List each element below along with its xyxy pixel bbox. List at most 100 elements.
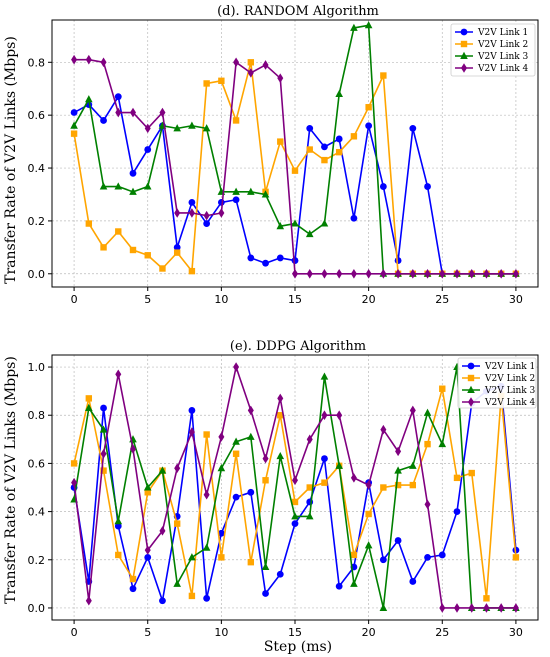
- data-point: [395, 446, 402, 457]
- data-point: [394, 466, 402, 474]
- data-point: [364, 541, 373, 549]
- data-point: [188, 407, 196, 414]
- data-point: [321, 455, 328, 462]
- data-point: [70, 109, 78, 116]
- x-tick-label: 10: [214, 293, 228, 306]
- data-point: [498, 603, 505, 613]
- legend-marker: [468, 397, 474, 407]
- data-point: [512, 268, 519, 279]
- data-point: [232, 196, 240, 204]
- y-tick-label: 0.4: [28, 506, 46, 519]
- data-point: [291, 257, 299, 264]
- data-point: [483, 268, 490, 279]
- data-point: [277, 393, 284, 404]
- data-point: [247, 488, 255, 496]
- data-point: [394, 481, 402, 489]
- data-point: [380, 424, 387, 435]
- data-point: [188, 427, 195, 437]
- data-point: [158, 466, 167, 474]
- data-point: [188, 592, 196, 600]
- data-point: [321, 410, 328, 421]
- data-point: [70, 460, 78, 467]
- data-point: [364, 21, 373, 29]
- data-point: [217, 464, 226, 472]
- data-point: [262, 259, 269, 267]
- data-point: [173, 520, 181, 527]
- data-point: [188, 553, 196, 561]
- data-point: [453, 508, 461, 515]
- data-point: [336, 268, 343, 279]
- data-point: [291, 167, 299, 174]
- plot-area: 0 5 10 15 20 25 30 0.0 0.2 0.4 0.6 0.8 1.0 V2V Link 1…: [28, 354, 539, 639]
- data-point: [409, 124, 417, 132]
- data-point: [438, 439, 447, 448]
- data-point: [468, 603, 475, 613]
- data-point: [232, 450, 240, 457]
- legend-marker: [467, 362, 475, 370]
- data-point: [202, 543, 211, 551]
- data-point: [365, 122, 373, 130]
- data-point: [100, 117, 107, 124]
- data-point: [276, 254, 284, 262]
- data-point: [276, 570, 284, 578]
- x-tick-label: 25: [435, 626, 449, 639]
- data-point: [335, 461, 343, 469]
- data-point: [321, 268, 328, 279]
- legend-box: [457, 357, 537, 409]
- x-tick-label: 10: [214, 626, 228, 639]
- chart-title: (d). RANDOM Algorithm: [217, 4, 379, 19]
- data-point: [129, 246, 137, 254]
- x-tick-label: 30: [509, 293, 523, 306]
- data-point: [262, 590, 269, 597]
- data-point: [261, 562, 270, 570]
- data-point: [85, 95, 93, 103]
- legend-label: V2V Link 1: [484, 362, 535, 372]
- data-point: [439, 268, 446, 279]
- data-point: [439, 603, 446, 613]
- data-point: [114, 182, 123, 190]
- legend-marker: [467, 374, 475, 382]
- data-point: [512, 603, 519, 613]
- data-point: [262, 477, 269, 484]
- data-point: [247, 558, 255, 566]
- data-point: [321, 143, 328, 151]
- data-point: [144, 252, 151, 259]
- data-point: [438, 551, 446, 559]
- data-point: [129, 187, 137, 195]
- data-point: [424, 553, 431, 561]
- y-tick-label: 0.2: [28, 215, 46, 228]
- data-point: [130, 444, 136, 454]
- data-point: [115, 551, 122, 559]
- data-point: [394, 257, 402, 264]
- data-point: [99, 425, 108, 433]
- data-point: [409, 461, 417, 469]
- data-point: [468, 268, 475, 279]
- data-point: [188, 267, 196, 275]
- data-point: [424, 499, 431, 510]
- data-point: [188, 199, 196, 206]
- y-tick-label: 0.8: [28, 409, 46, 422]
- data-point: [188, 208, 195, 218]
- data-point: [173, 249, 181, 256]
- data-point: [247, 187, 255, 195]
- data-point: [439, 385, 446, 392]
- chart-title: (e). DDPG Algorithm: [230, 339, 366, 354]
- data-point: [498, 268, 505, 279]
- data-point: [512, 554, 520, 561]
- data-point: [247, 68, 254, 78]
- data-point: [350, 473, 357, 483]
- data-point: [335, 89, 343, 98]
- series-v2v-link-1: [70, 382, 520, 605]
- data-point: [379, 603, 388, 611]
- data-point: [277, 412, 284, 419]
- data-point: [159, 265, 166, 272]
- data-point: [350, 579, 358, 587]
- data-point: [277, 138, 284, 145]
- data-point: [365, 268, 372, 279]
- data-point: [291, 498, 299, 506]
- legend-label: V2V Link 1: [477, 28, 528, 38]
- x-tick-label: 0: [71, 293, 78, 306]
- x-tick-label: 15: [288, 293, 302, 306]
- data-point: [232, 117, 240, 124]
